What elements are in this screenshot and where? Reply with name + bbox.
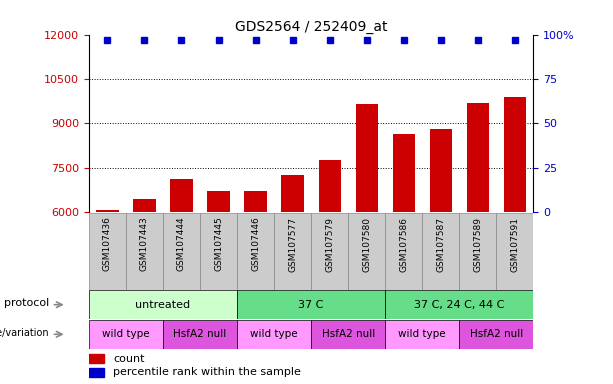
Bar: [385, 213, 422, 290]
Bar: [163, 213, 200, 290]
Bar: [237, 290, 385, 319]
Bar: [134, 199, 156, 212]
Text: GSM107436: GSM107436: [103, 217, 112, 271]
Bar: [96, 210, 118, 212]
Bar: [89, 290, 237, 319]
Bar: [459, 213, 497, 290]
Bar: [385, 320, 459, 349]
Bar: [274, 213, 311, 290]
Bar: [319, 160, 341, 212]
Bar: [422, 213, 459, 290]
Text: count: count: [113, 354, 145, 364]
Bar: [89, 213, 126, 290]
Bar: [348, 213, 385, 290]
Bar: [163, 320, 237, 349]
Bar: [237, 320, 311, 349]
Text: GSM107445: GSM107445: [214, 217, 223, 271]
Text: HsfA2 null: HsfA2 null: [470, 329, 523, 339]
Text: wild type: wild type: [398, 329, 446, 339]
Bar: [466, 103, 489, 212]
Bar: [392, 134, 415, 212]
Text: 37 C, 24 C, 44 C: 37 C, 24 C, 44 C: [414, 300, 504, 310]
Text: HsfA2 null: HsfA2 null: [173, 329, 227, 339]
Bar: [89, 368, 104, 377]
Bar: [207, 191, 230, 212]
Text: percentile rank within the sample: percentile rank within the sample: [113, 367, 301, 377]
Text: HsfA2 null: HsfA2 null: [321, 329, 375, 339]
Text: wild type: wild type: [250, 329, 298, 339]
Text: untreated: untreated: [135, 300, 191, 310]
Bar: [356, 104, 378, 212]
Text: GSM107444: GSM107444: [177, 217, 186, 271]
Bar: [200, 213, 237, 290]
Bar: [170, 179, 192, 212]
Text: GSM107587: GSM107587: [436, 217, 445, 271]
Text: protocol: protocol: [4, 298, 49, 308]
Text: GSM107443: GSM107443: [140, 217, 149, 271]
Text: wild type: wild type: [102, 329, 150, 339]
Text: GSM107446: GSM107446: [251, 217, 260, 271]
Bar: [497, 213, 533, 290]
Text: genotype/variation: genotype/variation: [0, 328, 49, 338]
Bar: [385, 290, 533, 319]
Text: GSM107589: GSM107589: [473, 217, 482, 271]
Bar: [311, 213, 348, 290]
Text: 37 C: 37 C: [299, 300, 324, 310]
Bar: [126, 213, 163, 290]
Bar: [430, 129, 452, 212]
Bar: [311, 320, 385, 349]
Bar: [459, 320, 533, 349]
Text: GSM107580: GSM107580: [362, 217, 371, 271]
Text: GSM107586: GSM107586: [399, 217, 408, 271]
Bar: [281, 175, 303, 212]
Text: GSM107579: GSM107579: [325, 217, 334, 271]
Title: GDS2564 / 252409_at: GDS2564 / 252409_at: [235, 20, 387, 33]
Text: GSM107577: GSM107577: [288, 217, 297, 271]
Text: GSM107591: GSM107591: [510, 217, 519, 271]
Bar: [245, 191, 267, 212]
Bar: [89, 320, 163, 349]
Bar: [504, 97, 526, 212]
Bar: [89, 354, 104, 363]
Bar: [237, 213, 274, 290]
